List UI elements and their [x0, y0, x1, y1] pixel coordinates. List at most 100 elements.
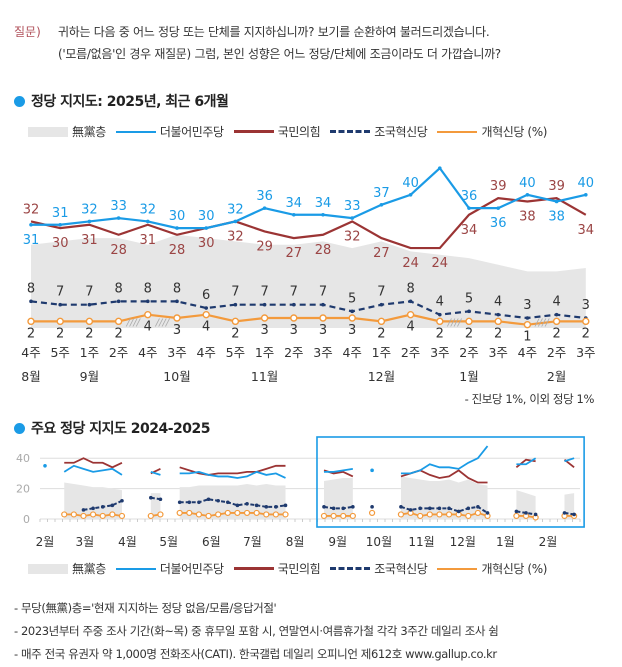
- gae-point: [340, 512, 347, 520]
- gae-label: 2: [465, 326, 473, 341]
- week-tick-label: 2주: [459, 345, 478, 360]
- week-tick-label: 3주: [313, 345, 332, 360]
- cho-point: [525, 316, 530, 320]
- legend-label-cho: 조국혁신당: [374, 562, 428, 576]
- cho-point: [175, 299, 179, 304]
- cho-point: [514, 509, 519, 514]
- cho-point: [100, 505, 105, 509]
- dp-label: 37: [373, 186, 390, 201]
- cho-point: [341, 506, 346, 511]
- ppp-label: 28: [315, 243, 332, 258]
- cho-point: [262, 302, 267, 307]
- cho-point: [408, 508, 413, 512]
- cho-point: [29, 299, 33, 304]
- chart1-footnote: - 진보당 1%, 이외 정당 1%: [464, 392, 595, 406]
- cho-point: [245, 502, 249, 506]
- ppp-label: 34: [578, 223, 595, 238]
- gae-label: 4: [144, 320, 152, 335]
- bullet-icon: [14, 422, 25, 434]
- dp-point: [438, 166, 442, 170]
- ppp-label: 34: [461, 223, 478, 238]
- month-tick-label: 1월: [496, 535, 515, 549]
- cho-label: 7: [290, 285, 298, 300]
- month-tick-label: 6월: [202, 535, 221, 549]
- cho-point: [149, 495, 153, 500]
- gae-point: [27, 317, 35, 326]
- dp-label: 40: [519, 176, 536, 191]
- gae-point: [234, 509, 241, 517]
- bullet-icon: [14, 95, 25, 107]
- month-tick-label: 10월: [366, 535, 392, 549]
- week-tick-label: 4주: [138, 345, 157, 360]
- gae-label: 1: [523, 330, 531, 345]
- gae-label: 3: [348, 323, 356, 338]
- gae-point: [465, 512, 472, 520]
- dp-label: 36: [490, 216, 507, 231]
- gae-point: [474, 509, 482, 517]
- ppp-label: 38: [519, 209, 536, 224]
- month-tick-label: 5월: [159, 535, 178, 549]
- legend-label-ppp: 국민의힘: [277, 125, 321, 139]
- axis-break-mark: ////: [125, 317, 141, 328]
- chart1-legend: 無黨층 더불어민주당 국민의힘 조국혁신당 개혁신당 (%): [28, 123, 547, 140]
- week-tick-label: 3주: [167, 345, 186, 360]
- month-label: 10월: [163, 369, 190, 384]
- cho-label: 5: [348, 291, 356, 306]
- week-tick-label: 2주: [284, 345, 303, 360]
- dp-point: [525, 193, 530, 197]
- chart1-title: 정당 지지도: 2025년, 최근 6개월: [14, 91, 229, 111]
- gae-point: [436, 511, 443, 518]
- dp-label: 40: [578, 176, 595, 191]
- dp-point: [43, 464, 47, 468]
- cho-point: [254, 503, 259, 508]
- cho-point: [110, 503, 115, 508]
- gae-label: 2: [436, 326, 444, 341]
- muted-area: [64, 482, 122, 519]
- cho-label: 8: [144, 281, 152, 296]
- chart2-title-text: 주요 정당 지지도 2024-2025: [31, 421, 211, 437]
- dp-label: 32: [81, 202, 98, 217]
- dp-label: 34: [286, 196, 303, 211]
- gae-point: [147, 512, 154, 520]
- gae-point: [426, 511, 433, 518]
- gae-label: 3: [260, 323, 268, 338]
- legend-swatch-muted: [28, 126, 68, 137]
- month-label: 12월: [368, 369, 395, 384]
- dp-point: [292, 212, 296, 217]
- dp-label: 40: [402, 176, 419, 191]
- cho-point: [476, 505, 480, 509]
- legend-label-cho: 조국혁신당: [374, 125, 428, 139]
- cho-label: 7: [319, 285, 327, 300]
- cho-point: [370, 505, 374, 509]
- cho-point: [418, 506, 422, 511]
- cho-line: [400, 505, 489, 514]
- dp-point: [496, 206, 501, 210]
- muted-area: [516, 490, 536, 519]
- cho-point: [225, 500, 230, 505]
- week-tick-label: 2주: [109, 345, 128, 360]
- dp-point: [233, 219, 238, 224]
- cho-point: [351, 505, 355, 509]
- cho-point: [292, 302, 296, 307]
- ppp-label: 30: [198, 236, 215, 251]
- ppp-line: [30, 196, 587, 250]
- dp-label: 30: [169, 209, 186, 224]
- dp-point: [175, 226, 179, 230]
- dp-line: [400, 445, 489, 475]
- cho-line: [323, 505, 354, 510]
- gae-line: [31, 313, 586, 326]
- cho-point: [264, 505, 269, 509]
- y-tick-label: 20: [16, 483, 30, 496]
- gae-point: [272, 511, 279, 518]
- gae-label: 4: [202, 320, 210, 335]
- cho-label: 8: [173, 281, 181, 296]
- cho-point: [554, 312, 559, 317]
- gae-point: [215, 511, 222, 518]
- gae-point: [282, 511, 289, 518]
- gae-point: [56, 317, 64, 326]
- cho-point: [146, 299, 150, 304]
- cho-point: [206, 497, 211, 502]
- dp-label: 36: [256, 189, 273, 204]
- gae-point: [195, 511, 203, 518]
